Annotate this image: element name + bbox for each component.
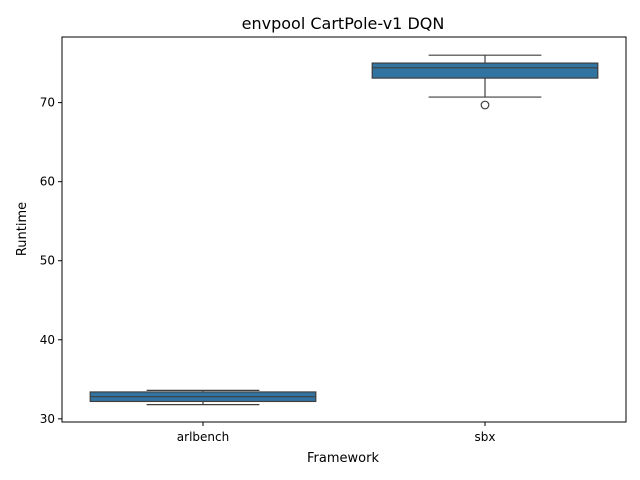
y-axis-label: Runtime	[15, 202, 30, 256]
y-tick-label-2: 50	[40, 254, 55, 268]
y-tick-label-4: 70	[40, 96, 55, 110]
box-arlbench	[89, 389, 317, 406]
y-axis: 30 40 50 60 70	[40, 96, 62, 426]
x-axis-label: Framework	[307, 451, 379, 466]
chart-title: envpool CartPole-v1 DQN	[242, 14, 445, 33]
x-tick-label-arlbench: arlbench	[177, 430, 229, 444]
box-plots	[89, 54, 599, 406]
y-tick-label-1: 40	[40, 333, 55, 347]
x-axis: arlbench sbx	[177, 422, 496, 444]
plot-frame	[61, 36, 627, 423]
y-tick-label-3: 60	[40, 175, 55, 189]
box-iqr	[371, 62, 599, 79]
x-tick-label-sbx: sbx	[475, 430, 496, 444]
outlier-point-0	[480, 100, 490, 110]
box-sbx	[371, 54, 599, 110]
y-tick-label-0: 30	[40, 412, 55, 426]
